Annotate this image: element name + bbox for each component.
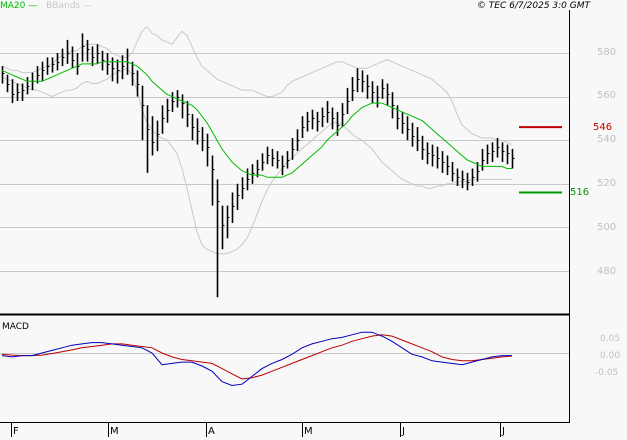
bbands-lower-line	[1, 67, 512, 255]
legend-ma20: MA20 —	[0, 1, 38, 11]
resistance-level-label: 546	[593, 122, 613, 133]
x-label-mar: M	[110, 426, 119, 437]
y-tick-540: 540	[597, 134, 617, 145]
y-tick-560: 560	[597, 90, 617, 101]
y-tick-480: 480	[597, 266, 617, 277]
legend-bbands: BBands —	[46, 1, 92, 11]
x-label-jul: J	[502, 426, 505, 437]
y-tick-500: 500	[597, 222, 617, 233]
macd-signal-line	[1, 334, 513, 380]
ohlc-bars	[1, 33, 515, 298]
legend-bbands-label: BBands	[46, 1, 81, 11]
y-tick-520: 520	[597, 178, 617, 189]
macd-tick-neg: -0.05	[595, 368, 619, 378]
x-axis-ticks	[11, 423, 501, 437]
ma20-line	[1, 61, 512, 178]
macd-tick-pos: 0.05	[600, 334, 621, 344]
x-label-feb: F	[13, 426, 19, 437]
x-label-may: M	[304, 426, 313, 437]
y-tick-580: 580	[597, 47, 617, 58]
chart-legend: MA20 — BBands —	[0, 0, 92, 12]
x-label-apr: A	[208, 426, 215, 437]
x-label-jun: J	[402, 426, 405, 437]
macd-line	[1, 331, 512, 387]
legend-ma20-label: MA20	[0, 1, 26, 11]
price-gridlines	[0, 53, 569, 272]
macd-panel-title: MACD	[2, 322, 29, 332]
support-level-label: 516	[570, 187, 590, 198]
copyright-timestamp: © TEC 6/7/2025 3:0 GMT	[476, 1, 590, 11]
macd-tick-zero: 0.00	[600, 351, 621, 361]
